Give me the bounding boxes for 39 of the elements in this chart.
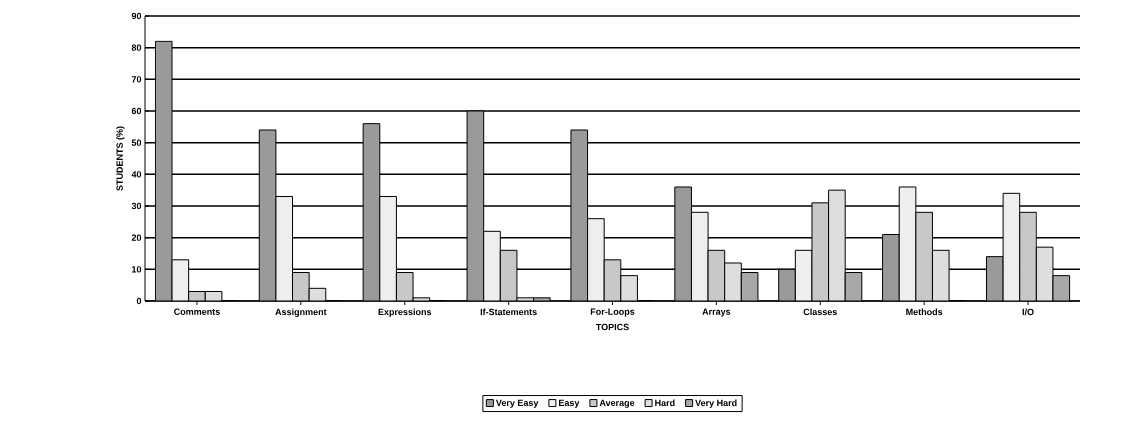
x-tick-label: Methods xyxy=(906,308,943,316)
x-tick-label: I/O xyxy=(1022,308,1034,316)
bar xyxy=(915,212,933,301)
bar xyxy=(778,269,796,301)
legend-label: Very Hard xyxy=(695,399,737,408)
y-tick-label: 10 xyxy=(132,266,142,273)
bar xyxy=(620,275,638,301)
y-tick-label: 40 xyxy=(131,171,142,178)
bar xyxy=(587,218,605,301)
x-tick-label: Expressions xyxy=(378,308,432,317)
y-tick-label: 60 xyxy=(131,107,142,115)
y-tick-label: 0 xyxy=(136,297,142,305)
x-tick-label: Classes xyxy=(803,308,837,316)
bar xyxy=(674,186,692,301)
x-tick-label: Arrays xyxy=(702,308,731,317)
bar xyxy=(724,262,742,301)
legend-label: Hard xyxy=(655,399,675,407)
x-tick-label: For-Loops xyxy=(590,308,635,317)
x-tick-label: Assignment xyxy=(275,308,327,317)
y-tick-label: 30 xyxy=(131,202,142,210)
x-tick-label: Comments xyxy=(174,308,220,315)
x-tick-label: If-Statements xyxy=(480,308,537,316)
legend-label: Very Easy xyxy=(495,399,539,408)
y-tick-label: 70 xyxy=(131,76,142,83)
bar xyxy=(363,123,380,301)
legend-label: Easy xyxy=(559,399,580,408)
y-tick-label: 90 xyxy=(131,12,142,20)
y-tick-label: 80 xyxy=(131,44,142,51)
bar xyxy=(483,231,501,301)
bar xyxy=(1019,211,1037,301)
x-axis-title: TOPICS xyxy=(595,323,629,331)
bar xyxy=(155,41,173,301)
y-tick-label: 50 xyxy=(131,139,142,146)
bar xyxy=(828,190,846,301)
bar xyxy=(379,196,397,301)
legend-label: Average xyxy=(599,399,635,408)
y-tick-label: 20 xyxy=(131,234,142,241)
y-axis-title: STUDENTS (%) xyxy=(116,126,125,191)
bar xyxy=(882,234,900,301)
